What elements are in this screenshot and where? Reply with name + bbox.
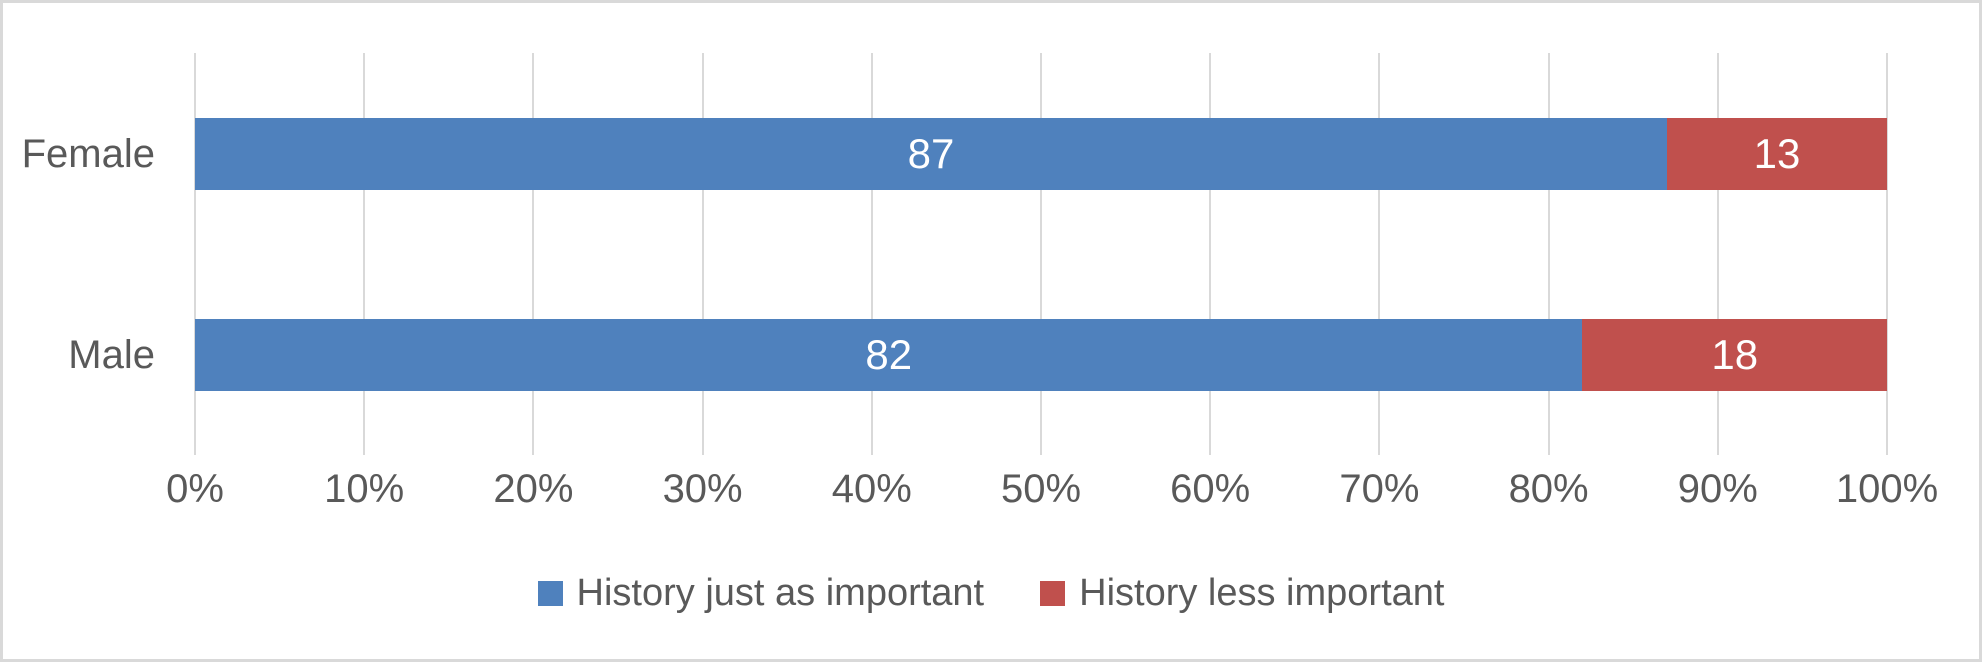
bar-segment-series2: 18: [1582, 318, 1887, 391]
x-tick-label: 70%: [1339, 467, 1420, 511]
legend-swatch-icon: [1040, 580, 1066, 606]
legend-label: History just as important: [576, 571, 985, 614]
bar-row-male: 82 18: [195, 318, 1887, 391]
x-tick-label: 90%: [1677, 467, 1758, 511]
bar-segment-series1: 87: [195, 117, 1668, 190]
plot-area: 87 13 82 18: [194, 53, 1888, 455]
category-label-female: Female: [21, 131, 155, 176]
gridline: [363, 53, 366, 455]
bar-row-female: 87 13: [195, 117, 1887, 190]
data-label: 82: [865, 330, 913, 378]
gridline: [870, 53, 873, 455]
data-label: 87: [907, 129, 955, 177]
gridline: [532, 53, 535, 455]
bar-segment-series1: 82: [195, 318, 1583, 391]
data-label: 18: [1711, 330, 1759, 378]
gridline: [1886, 53, 1888, 455]
gridline: [1716, 53, 1719, 455]
legend-swatch-icon: [537, 580, 563, 606]
bar-segment-series2: 13: [1667, 117, 1887, 190]
gridline: [1209, 53, 1212, 455]
legend: History just as important History less im…: [3, 561, 1979, 625]
x-tick-label: 60%: [1170, 467, 1251, 511]
data-label: 13: [1753, 129, 1801, 177]
gridline: [194, 53, 196, 455]
x-tick-label: 40%: [831, 467, 912, 511]
x-tick-label: 10%: [324, 467, 405, 511]
gridline: [1547, 53, 1550, 455]
x-tick-label: 20%: [493, 467, 574, 511]
legend-item-series1: History just as important: [537, 571, 985, 615]
x-tick-label: 100%: [1835, 467, 1939, 511]
x-tick-label: 50%: [1000, 467, 1082, 511]
legend-item-series2: History less important: [1040, 572, 1444, 615]
legend-label: History less important: [1079, 571, 1445, 614]
x-tick-label: 0%: [166, 467, 224, 511]
x-tick-label: 80%: [1508, 467, 1589, 511]
gridline: [1378, 53, 1381, 455]
x-axis-labels: 0% 10% 20% 30% 40% 50% 60% 70% 80% 90% 100%: [166, 463, 1938, 515]
gridline: [1040, 53, 1042, 455]
x-tick-label: 30%: [662, 467, 743, 511]
category-label-male: Male: [68, 332, 155, 377]
gridline: [701, 53, 704, 455]
